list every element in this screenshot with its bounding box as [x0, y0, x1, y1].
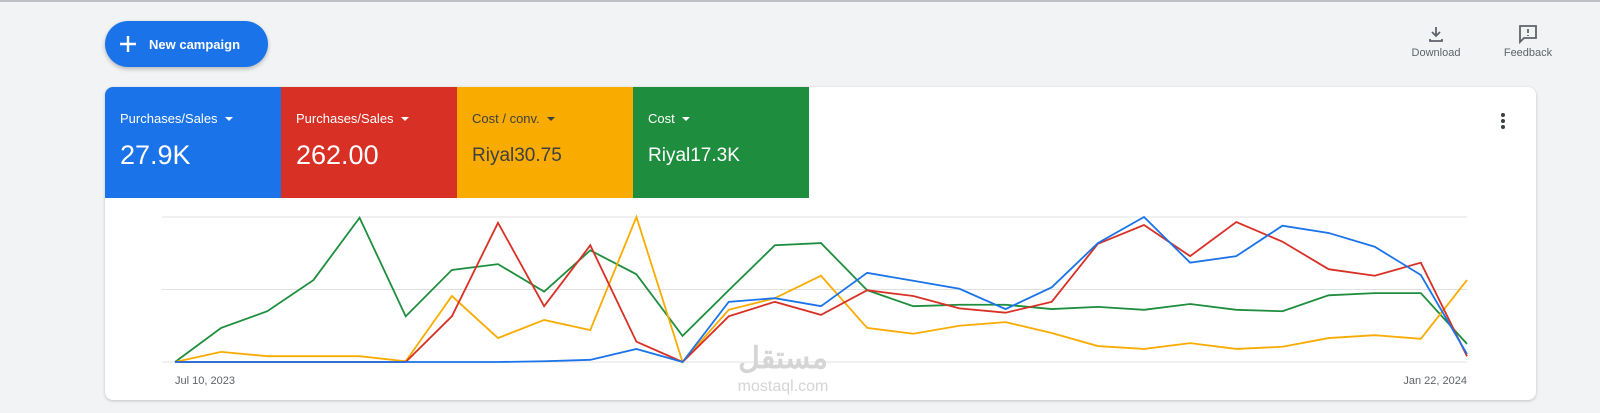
metric-card[interactable]: Purchases/Sales 262.00	[281, 87, 457, 198]
series-line	[174, 215, 1468, 363]
dropdown-arrow	[546, 116, 555, 121]
new-campaign-button[interactable]: New campaign	[105, 21, 268, 67]
metric-value: Riyal17.3K	[648, 145, 740, 166]
metric-card[interactable]: Purchases/Sales 27.9K	[105, 87, 281, 198]
metric-value: Riyal30.75	[472, 145, 562, 166]
metric-name: Cost / conv.	[472, 111, 540, 126]
series-line	[174, 214, 1468, 364]
metric-label: Purchases/Sales	[120, 111, 266, 126]
metric-value: 262.00	[296, 140, 379, 170]
feedback-button[interactable]: Feedback	[1488, 24, 1568, 59]
x-tick-label: Jul 10, 2023	[175, 375, 235, 387]
dropdown-arrow	[681, 116, 690, 121]
metric-name: Purchases/Sales	[120, 111, 218, 126]
more-menu[interactable]	[1498, 111, 1508, 131]
watermark-site: mostaql.com	[738, 378, 829, 395]
feedback-label: Feedback	[1503, 47, 1553, 59]
x-tick-label: Jan 22, 2024	[1403, 375, 1467, 387]
metric-card[interactable]: Cost Riyal17.3K	[633, 87, 809, 198]
metric-name: Purchases/Sales	[296, 111, 394, 126]
dropdown-arrow	[400, 116, 409, 121]
feedback-icon	[1519, 25, 1537, 45]
metric-label: Cost / conv.	[472, 111, 618, 126]
metric-card[interactable]: Cost / conv. Riyal30.75	[457, 87, 633, 198]
metric-label: Purchases/Sales	[296, 111, 442, 126]
metric-name: Cost	[648, 111, 675, 126]
plus-icon	[120, 36, 136, 52]
metric-value: 27.9K	[120, 140, 191, 170]
download-button[interactable]: Download	[1396, 24, 1476, 59]
download-label: Download	[1411, 47, 1461, 59]
dropdown-arrow	[224, 116, 233, 121]
series-line	[175, 215, 1468, 364]
button-label: New campaign	[149, 36, 241, 52]
download-icon	[1429, 27, 1443, 42]
metric-label: Cost	[648, 111, 794, 126]
watermark-logo: مستقل	[738, 342, 828, 375]
